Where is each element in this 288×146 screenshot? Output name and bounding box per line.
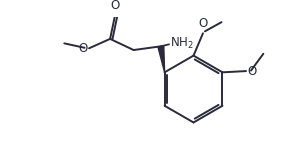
- Text: O: O: [110, 0, 120, 12]
- Text: O: O: [247, 65, 257, 78]
- Text: O: O: [198, 17, 208, 30]
- Text: O: O: [79, 42, 88, 55]
- Text: NH$_2$: NH$_2$: [170, 36, 193, 51]
- Polygon shape: [158, 46, 164, 72]
